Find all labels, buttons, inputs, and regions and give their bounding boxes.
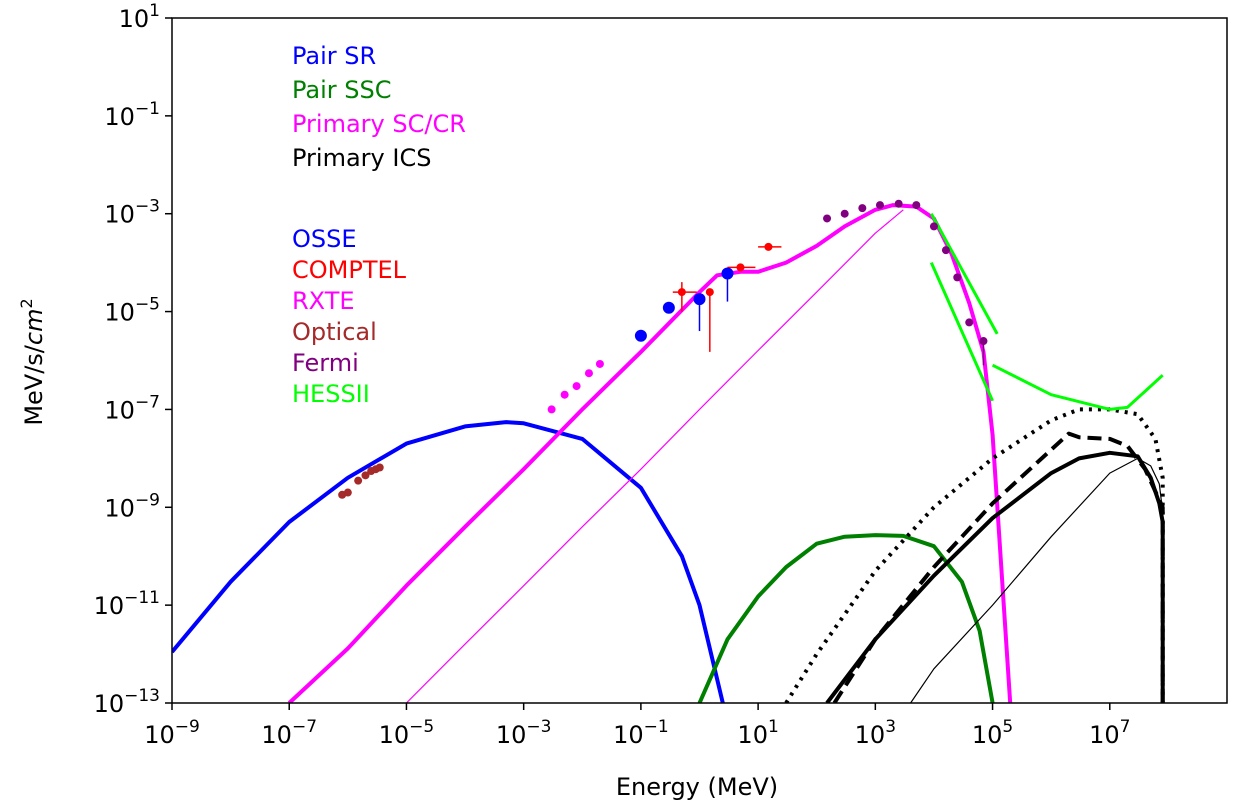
- data-point-comptel: [705, 288, 714, 297]
- series-line-primary-sc-cr: [287, 203, 1013, 703]
- y-tick-label: 10−9: [104, 490, 160, 522]
- x-axis-ticks: 10−9 10−7 10−5 10−3 10−1 101 103 105 107: [144, 703, 1130, 749]
- data-point-rxte: [595, 359, 604, 368]
- series-line-primary-ics-dashed: [832, 431, 1165, 703]
- legend-models: Pair SR Pair SSC Primary SC/CR Primary ICS: [292, 42, 466, 172]
- data-point-comptel: [736, 263, 745, 272]
- data-point-fermi: [875, 201, 884, 210]
- data-point-fermi: [823, 214, 832, 223]
- legend-entry-fermi: Fermi: [292, 349, 359, 377]
- y-tick-label: 10−3: [104, 197, 160, 229]
- data-point-rxte: [584, 369, 593, 378]
- data-point-fermi: [929, 222, 938, 231]
- data-point-optical: [361, 471, 370, 480]
- y-axis-ticks: 101 10−1 10−3 10−5 10−7 10−9 10−11 10−13: [94, 1, 172, 718]
- data-point-rxte: [572, 382, 581, 391]
- legend-entry-hessii: HESSII: [292, 380, 370, 408]
- series-layer: [172, 203, 1165, 703]
- x-tick-label: 10−1: [613, 717, 669, 749]
- series-line-primary-sc-cr-thin: [405, 209, 904, 703]
- legend-data: OSSE COMPTEL RXTE Optical Fermi HESSII: [292, 225, 407, 408]
- legend-entry-primary-sc-cr: Primary SC/CR: [292, 110, 466, 138]
- series-line-primary-ics-thin: [910, 457, 1164, 703]
- data-point-fermi: [840, 209, 849, 218]
- data-point-optical: [343, 488, 352, 497]
- y-tick-label: 10−1: [104, 99, 160, 131]
- data-point-fermi: [979, 337, 988, 346]
- y-tick-label: 10−13: [94, 686, 160, 718]
- x-tick-label: 103: [855, 717, 896, 749]
- plot-frame: [171, 17, 1228, 704]
- data-point-comptel: [677, 288, 686, 297]
- x-tick-label: 10−3: [496, 717, 552, 749]
- data-point-comptel: [764, 242, 773, 251]
- series-line-pair-sr: [172, 420, 725, 703]
- x-tick-label: 10−9: [144, 717, 200, 749]
- legend-entry-pair-sr: Pair SR: [292, 42, 376, 70]
- legend-entry-comptel: COMPTEL: [292, 256, 407, 284]
- data-point-fermi: [912, 201, 921, 210]
- data-point-fermi: [953, 273, 962, 282]
- x-tick-label: 105: [972, 717, 1013, 749]
- series-line-hessii: [991, 363, 1164, 411]
- data-point-fermi: [941, 246, 950, 255]
- y-tick-label: 10−7: [104, 392, 160, 424]
- y-tick-label: 10−5: [104, 295, 160, 327]
- data-point-fermi: [894, 199, 903, 208]
- data-point-fermi: [858, 204, 867, 213]
- points-layer: [338, 199, 988, 499]
- x-tick-label: 10−5: [379, 717, 435, 749]
- series-line-primary-ics-dotted: [784, 407, 1165, 703]
- series-line-primary-ics-solid: [825, 450, 1165, 703]
- data-point-osse: [721, 267, 734, 280]
- series-line-hessii-band-lower: [929, 261, 994, 402]
- x-axis-title: Energy (MeV): [616, 773, 778, 801]
- y-axis-title: MeV/s/cm2: [17, 298, 48, 425]
- x-tick-label: 10−7: [261, 717, 317, 749]
- legend-entry-osse: OSSE: [292, 225, 357, 253]
- x-tick-label: 101: [737, 717, 778, 749]
- data-point-optical: [354, 476, 363, 485]
- data-point-osse: [634, 329, 647, 342]
- legend-entry-optical: Optical: [292, 318, 377, 346]
- series-line-pair-ssc: [697, 533, 995, 703]
- series-line-hessii-band-upper: [929, 212, 999, 335]
- x-tick-label: 107: [1089, 717, 1130, 749]
- legend-entry-pair-ssc: Pair SSC: [292, 76, 392, 104]
- data-point-rxte: [560, 390, 569, 399]
- data-point-rxte: [547, 405, 556, 414]
- legend-entry-primary-ics: Primary ICS: [292, 144, 431, 172]
- y-tick-label: 101: [119, 1, 160, 33]
- y-tick-label: 10−11: [94, 588, 160, 620]
- data-point-optical: [375, 463, 384, 472]
- data-point-osse: [693, 293, 706, 306]
- legend-entry-rxte: RXTE: [292, 287, 355, 315]
- data-point-fermi: [965, 318, 974, 327]
- data-point-osse: [662, 301, 675, 314]
